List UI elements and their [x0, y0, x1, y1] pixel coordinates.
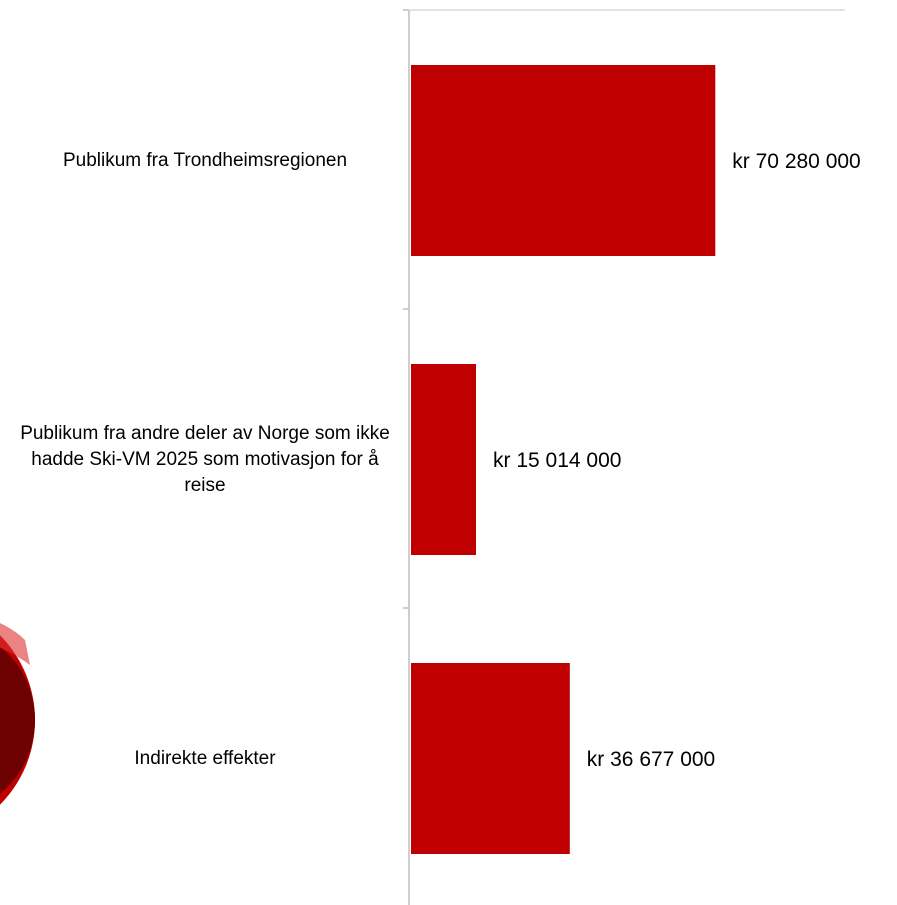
value-label: kr 70 280 000: [732, 150, 860, 173]
decoration: [0, 623, 35, 805]
category-label: Indirekte effekter: [134, 747, 276, 769]
category-label: Publikum fra andre deler av Norge som ik…: [20, 422, 390, 496]
bar: [411, 65, 716, 256]
bar: [411, 364, 477, 555]
decor-highlight: [0, 623, 30, 665]
decor-circle: [0, 646, 35, 794]
value-label: kr 36 677 000: [587, 748, 715, 771]
bar: [411, 663, 570, 854]
category-label: Publikum fra Trondheimsregionen: [62, 149, 348, 171]
value-label: kr 15 014 000: [493, 449, 621, 472]
